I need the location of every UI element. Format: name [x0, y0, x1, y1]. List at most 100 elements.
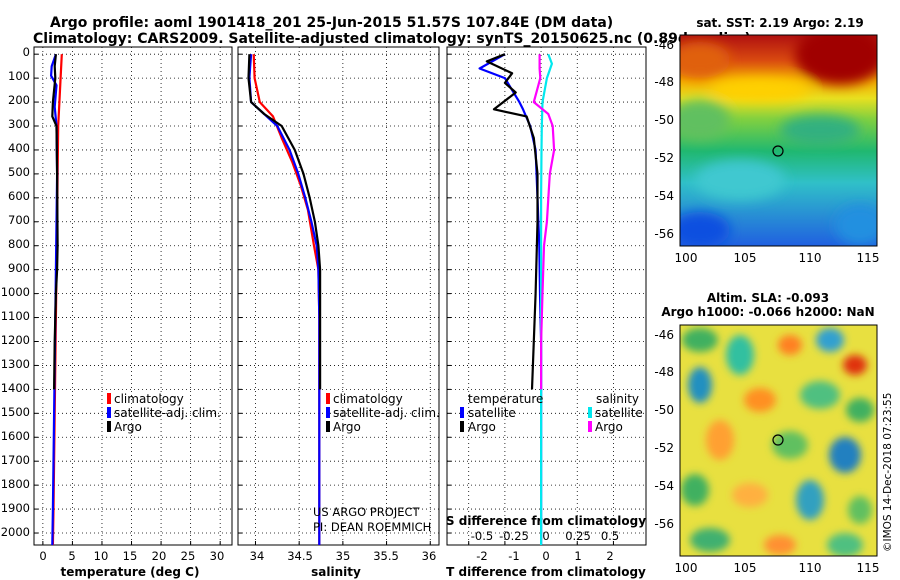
depth-tick-label: 1400	[1, 381, 30, 395]
depth-tick-label: 0	[23, 45, 30, 59]
x-tick-label: 35	[336, 549, 351, 563]
lat-tick-label: -52	[654, 441, 674, 455]
depth-tick-label: 1200	[1, 333, 30, 347]
depth-tick-label: 1600	[1, 429, 30, 443]
sst-map-caption: sat. SST: 2.19 Argo: 2.19	[696, 16, 863, 30]
x-tick-label: 15	[123, 549, 138, 563]
x-tick-label: 30	[210, 549, 225, 563]
lat-tick-label: -46	[654, 328, 674, 342]
depth-tick-label: 700	[8, 213, 30, 227]
legend-swatch-t-satellite	[460, 407, 464, 418]
depth-tick-label: 200	[8, 93, 30, 107]
lat-tick-label: -56	[654, 517, 674, 531]
sla-caption-1: Altim. SLA: -0.093	[707, 291, 829, 305]
t-difference-x-tick-labels: -2 -1 0 1 2	[476, 549, 613, 563]
legend-label: satellite	[595, 406, 643, 420]
legend-label: Argo	[114, 420, 142, 434]
legend-swatch-climatology	[326, 393, 330, 404]
sla-caption-2: Argo h1000: -0.066 h2000: NaN	[661, 305, 874, 319]
sst-map-x-tick-labels: 100 105 110 115	[675, 251, 880, 265]
x-tick-label: 0.25	[565, 529, 591, 543]
legend-label: Argo	[468, 420, 496, 434]
series-line-temperature-satellite	[478, 53, 543, 545]
lon-tick-label: 105	[734, 561, 757, 575]
depth-tick-label: 1300	[1, 357, 30, 371]
legend-label: satellite-adj. clim.	[114, 406, 221, 420]
legend-label: satellite-adj. clim.	[333, 406, 440, 420]
s-difference-x-tick-labels: -0.5 -0.25 0 0.25 0.5	[471, 529, 619, 543]
salinity-x-label: salinity	[311, 565, 361, 579]
legend-label: Argo	[333, 420, 361, 434]
x-tick-label: 2	[606, 549, 613, 563]
sla-map	[680, 325, 877, 556]
lon-tick-label: 115	[857, 251, 880, 265]
depth-tick-label: 600	[8, 189, 30, 203]
x-tick-label: 36	[422, 549, 437, 563]
difference-legend: temperature salinity satellite Argo sate…	[460, 392, 643, 434]
depth-tick-label: 800	[8, 237, 30, 251]
lon-tick-label: 110	[799, 251, 822, 265]
temperature-x-label: temperature (deg C)	[61, 565, 200, 579]
lat-tick-label: -46	[654, 38, 674, 52]
series-line-argo	[247, 54, 322, 390]
sst-map-y-tick-labels: -46 -48 -50 -52 -54 -56	[654, 38, 674, 241]
depth-tick-label: 1700	[1, 453, 30, 467]
title-line-1: Argo profile: aoml 1901418_201 25-Jun-20…	[50, 15, 613, 31]
s-difference-x-label: S difference from climatology	[446, 514, 646, 528]
legend-swatch-s-satellite	[588, 407, 592, 418]
salinity-legend: climatology satellite-adj. clim. Argo	[326, 392, 440, 434]
lon-tick-label: 115	[857, 561, 880, 575]
profile-lines	[49, 53, 556, 546]
legend-swatch-argo	[326, 421, 330, 432]
tick-marks	[34, 53, 614, 545]
x-tick-label: 10	[94, 549, 109, 563]
lon-tick-label: 105	[734, 251, 757, 265]
x-tick-label: 0	[542, 549, 549, 563]
sst-map-texture	[680, 35, 877, 246]
argo-float-location-marker	[772, 434, 784, 446]
depth-tick-label: 100	[8, 69, 30, 83]
legend-swatch-t-argo	[460, 421, 464, 432]
depth-tick-label: 1500	[1, 405, 30, 419]
x-tick-label: 0.5	[601, 529, 619, 543]
pi-annotation: PI: DEAN ROEMMICH	[313, 520, 431, 534]
depth-tick-label: 1100	[1, 309, 30, 323]
depth-tick-label: 1900	[1, 501, 30, 515]
grid-lines	[34, 47, 646, 545]
title-line-2: Climatology: CARS2009. Satellite-adjuste…	[33, 31, 751, 47]
series-line-climatology	[252, 54, 321, 545]
lon-tick-label: 100	[675, 251, 698, 265]
x-tick-label: 34.5	[287, 549, 313, 563]
x-tick-label: -0.25	[499, 529, 529, 543]
legend-swatch-s-argo	[588, 421, 592, 432]
x-tick-label: -2	[476, 549, 487, 563]
depth-tick-label: 1000	[1, 285, 30, 299]
x-tick-label: 1	[574, 549, 581, 563]
legend-swatch-satellite	[326, 407, 330, 418]
legend-swatch-climatology	[107, 393, 111, 404]
sla-map-frame	[679, 324, 878, 557]
legend-label: satellite	[468, 406, 516, 420]
x-tick-label: -1	[508, 549, 519, 563]
series-line-temperature-argo	[485, 53, 539, 390]
legend-swatch-argo	[107, 421, 111, 432]
series-line-satellite-adj-clim-	[248, 54, 321, 545]
x-tick-label: 25	[181, 549, 196, 563]
lon-tick-label: 110	[799, 561, 822, 575]
lon-tick-label: 100	[675, 561, 698, 575]
sla-map-texture	[681, 328, 874, 556]
sst-map	[680, 35, 877, 246]
x-tick-label: 5	[68, 549, 75, 563]
legend-title-salinity: salinity	[596, 392, 639, 406]
x-tick-label: 0	[39, 549, 46, 563]
lat-tick-label: -50	[654, 113, 674, 127]
lat-tick-label: -48	[654, 75, 674, 89]
t-difference-x-label: T difference from climatology	[446, 565, 646, 579]
x-tick-label: -0.5	[471, 529, 493, 543]
legend-label: Argo	[595, 420, 623, 434]
series-line-salinity-satellite	[539, 53, 554, 545]
argo-float-location-marker	[772, 145, 784, 157]
depth-tick-labels: 0 100 200 300 400 500 600 700 800 900 10…	[1, 45, 30, 539]
temperature-panel-frame	[33, 46, 233, 546]
